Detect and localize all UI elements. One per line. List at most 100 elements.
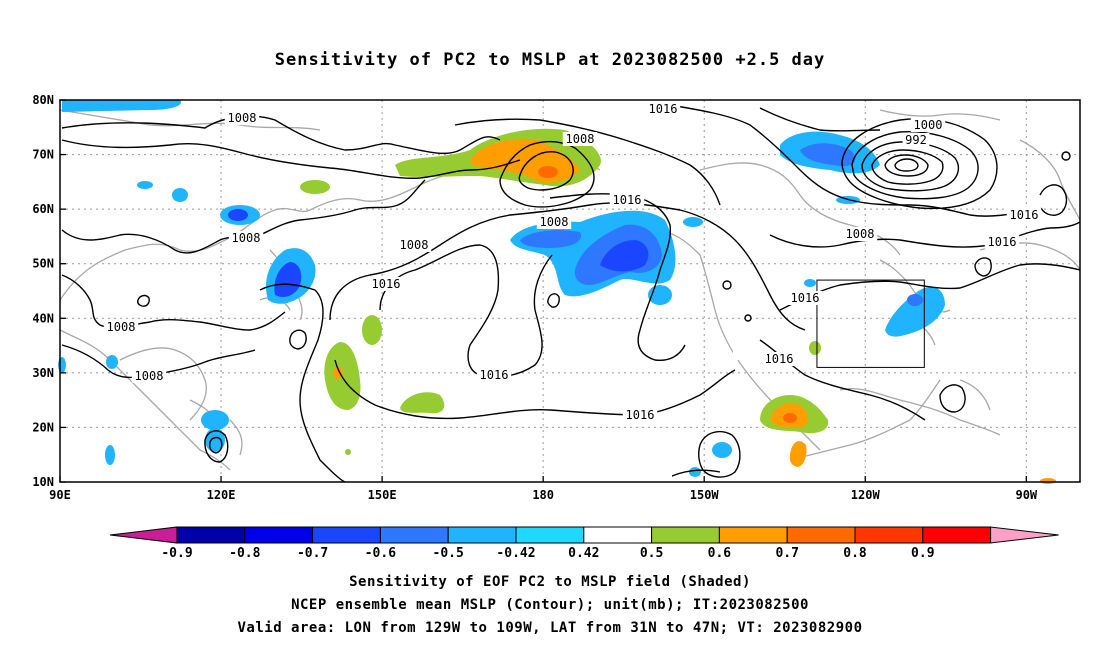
colorbar-label: 0.8 <box>843 546 867 561</box>
contour-label: 1008 <box>540 215 569 229</box>
shade-negative-patch <box>274 262 302 297</box>
shade-negative-patch <box>58 357 66 373</box>
colorbar: -0.9 -0.8 -0.7 -0.6 -0.5 -0.42 0.42 0.5 0.6 0.7 0.… <box>109 526 1059 561</box>
contour-label: 1016 <box>372 277 401 291</box>
colorbar-label: -0.42 <box>496 546 535 561</box>
colorbar-segment <box>447 526 517 544</box>
lon-label: 120W <box>851 488 881 502</box>
colorbar-segment <box>515 526 585 544</box>
contour-label: 1008 <box>228 111 257 125</box>
shade-negative-patch <box>228 209 248 221</box>
contour-label-bg <box>645 102 681 116</box>
shade-positive-patch <box>1040 478 1056 484</box>
colorbar-segment <box>312 526 381 544</box>
contour-label-bg <box>103 320 139 334</box>
shade-negative-patch <box>62 100 181 112</box>
contour-label: 1016 <box>480 368 509 382</box>
colorbar-segment <box>651 526 720 544</box>
contour-label-bg <box>842 227 878 241</box>
contour-label: 1000 <box>914 118 943 132</box>
contour-labels: 1008 1008 1008 1008 1008 1008 1008 1016 1016 1016… <box>103 102 1042 483</box>
lat-label: 50N <box>32 257 54 271</box>
shade-negative-patch <box>689 467 701 477</box>
lon-label: 90W <box>1015 488 1037 502</box>
contour-label-bg <box>224 111 260 125</box>
shade-negative-patch <box>907 294 923 306</box>
shade-negative-patch <box>520 230 581 248</box>
contour-label-bg <box>1006 208 1042 222</box>
shade-positive-patch <box>333 367 343 379</box>
contour-label-bg <box>984 235 1020 249</box>
colorbar-segment <box>854 526 924 544</box>
map-panel: 1008 1008 1008 1008 1008 1008 1008 1016 1016 1016… <box>58 99 1081 484</box>
contour-label: 1008 <box>846 227 875 241</box>
shade-negative-patch <box>105 445 115 465</box>
colorbar-label: 0.7 <box>775 546 798 561</box>
shade-negative-patch <box>712 442 732 458</box>
shade-negative-patch <box>137 181 153 189</box>
contour-label-bg <box>902 133 930 147</box>
caption-shaded: Sensitivity of EOF PC2 to MSLP field (Sh… <box>349 574 751 590</box>
colorbar-segment <box>786 526 856 544</box>
contour-label-bg <box>609 193 645 207</box>
contour-label-bg <box>787 291 823 305</box>
lon-label: 120E <box>207 488 236 502</box>
caption-contour: NCEP ensemble mean MSLP (Contour); unit(… <box>291 597 809 613</box>
contour-label-bg <box>396 238 432 252</box>
lat-label: 40N <box>32 311 54 325</box>
colorbar-segment <box>583 526 653 544</box>
colorbar-label: 0.5 <box>640 546 663 561</box>
colorbar-label: -0.8 <box>229 546 260 561</box>
contour-label: 1008 <box>232 231 261 245</box>
shaded-sensitivity <box>58 100 1056 484</box>
contour-label-bg <box>536 215 572 229</box>
contour-label: 1008 <box>107 320 136 334</box>
colorbar-label: -0.6 <box>365 546 396 561</box>
shade-positive-patch <box>538 166 558 178</box>
lat-label: 20N <box>32 420 54 434</box>
shade-positive-patch <box>809 341 821 355</box>
lon-label: 150E <box>368 488 397 502</box>
lat-label: 30N <box>32 366 54 380</box>
colorbar-label: -0.9 <box>161 546 192 561</box>
shade-negative-patch <box>600 240 649 272</box>
contour-label-bg <box>761 352 797 366</box>
contour-label: 1008 <box>135 369 164 383</box>
colorbar-segment <box>379 526 449 544</box>
contour-label: 1008 <box>566 132 595 146</box>
contour-label-bg <box>910 118 946 132</box>
lat-label: 60N <box>32 202 54 216</box>
colorbar-label: -0.5 <box>433 546 464 561</box>
shade-negative-patch <box>800 143 856 167</box>
colorbar-segment <box>244 526 314 544</box>
shade-positive-patch <box>345 449 351 455</box>
shade-positive-patch <box>789 441 807 467</box>
longitude-labels: 90E120E150E180150W120W90W60W <box>49 476 1038 502</box>
contour-label: 992 <box>905 133 927 147</box>
valid-area-box <box>816 279 925 368</box>
contour-label: 1016 <box>649 102 678 116</box>
contour-label: 1016 <box>1010 208 1039 222</box>
contour-label-bg <box>368 277 404 291</box>
shade-positive-patch <box>400 392 445 414</box>
shade-negative-patch <box>885 286 945 337</box>
contour-label-bg <box>562 132 598 146</box>
shade-negative-patch <box>205 428 225 452</box>
shade-positive-patch <box>783 413 797 423</box>
contour-label-bg <box>131 369 167 383</box>
lat-label: 80N <box>32 93 54 107</box>
colorbar-label: 0.6 <box>708 546 732 561</box>
shade-negative-patch <box>683 217 703 227</box>
latitude-labels: 80N 70N 60N 50N 40N 30N 20N 10N <box>32 93 66 489</box>
shade-positive-patch <box>300 180 330 194</box>
contour-label: 1016 <box>988 235 1017 249</box>
shade-negative-patch <box>172 188 188 202</box>
contour-label-bg <box>638 469 672 483</box>
colorbar-segment <box>718 526 788 544</box>
lat-label: 10N <box>32 475 54 489</box>
contour-label: 1016 <box>791 291 820 305</box>
colorbar-label: -0.7 <box>297 546 328 561</box>
colorbar-label: 0.42 <box>568 546 599 561</box>
shade-positive-patch <box>362 315 382 345</box>
